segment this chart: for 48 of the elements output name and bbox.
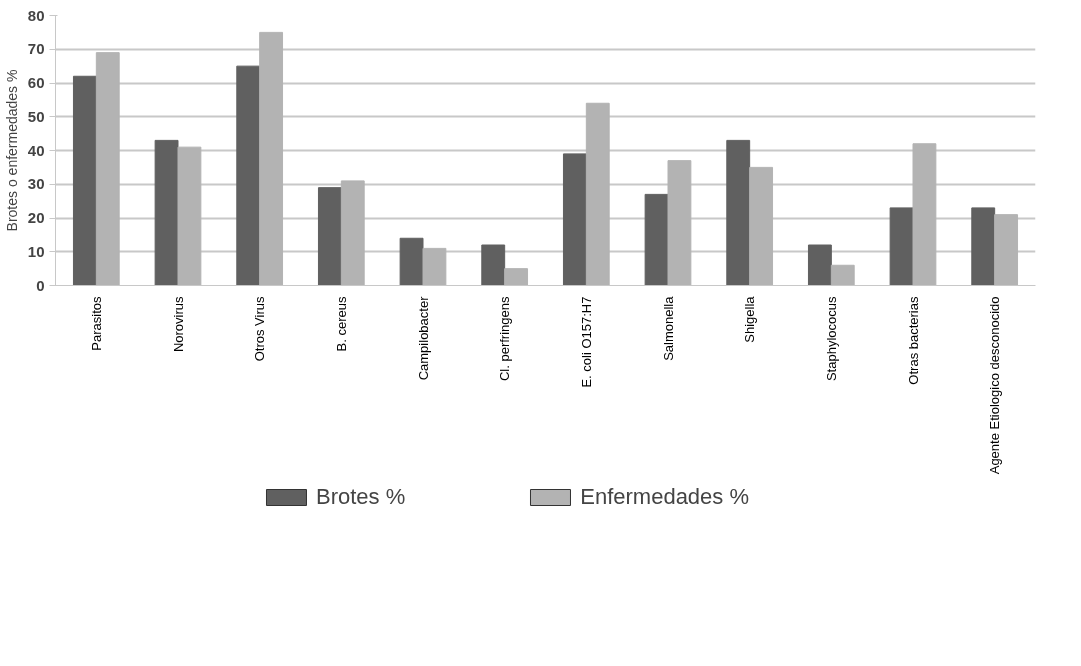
bar [504,268,529,286]
bar [667,160,692,286]
bar [481,244,506,286]
bar [236,65,261,286]
x-tick-label: B. cereus [333,296,349,352]
y-tick-label: 0 [36,276,45,294]
bar [585,102,610,286]
bar [912,143,937,286]
bar [994,214,1019,286]
x-tick-label: Otros Virus [252,296,268,362]
x-tick-label: Otras bacterias [905,296,921,385]
bar [830,264,855,286]
bar [422,247,447,286]
bar [259,31,284,286]
y-tick-label: 40 [27,141,45,159]
x-tick-label: Parasitos [88,296,104,351]
y-tick-label: 10 [27,242,45,260]
bar [807,244,832,286]
y-tick-label: 70 [27,40,45,58]
legend-label: Brotes % [315,484,406,510]
y-tick-label: 30 [27,175,45,193]
bar [889,207,914,286]
legend-label: Enfermedades % [580,484,750,510]
bar [749,166,774,286]
bar [644,193,669,286]
y-tick-label: 80 [27,6,45,24]
x-tick-label: Shigella [742,295,758,343]
x-tick-label: Salmonella [660,295,676,361]
y-axis-title: Brotes o enfermedades % [3,69,20,232]
bar [726,139,751,286]
y-tick-label: 60 [27,74,45,91]
bar [562,153,587,286]
x-tick-label: E. coli O157:H7 [578,296,594,388]
x-tick-label: Campilobacter [415,295,431,381]
bar [971,207,996,286]
x-tick-label: Norovirus [170,296,186,353]
y-tick-label: 50 [27,107,45,125]
bar [340,180,365,286]
x-tick-label: Agente Etiologico desconocido [987,296,1003,475]
bar [95,52,120,286]
bar [399,237,424,286]
x-tick-label: Cl. perfringens [497,296,513,382]
bar [317,187,342,286]
bar [177,146,202,286]
y-tick-label: 20 [27,209,45,226]
bar [154,139,179,286]
x-tick-label: Staphylococus [823,296,839,382]
bar [72,75,97,286]
